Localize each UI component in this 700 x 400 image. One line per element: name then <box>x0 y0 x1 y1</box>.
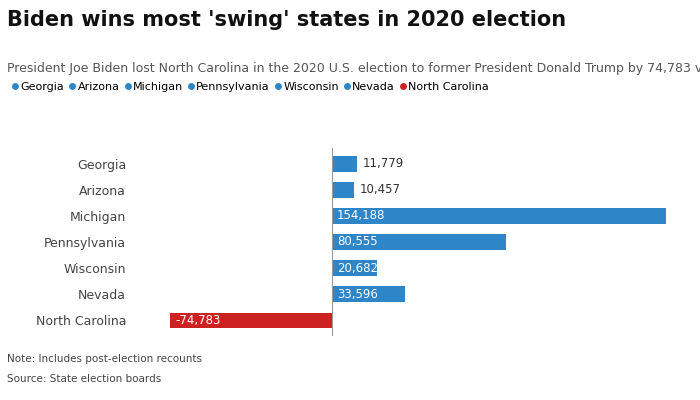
Text: 10,457: 10,457 <box>360 183 401 196</box>
Text: Source: State election boards: Source: State election boards <box>7 374 161 384</box>
Text: 11,779: 11,779 <box>363 157 404 170</box>
Text: Note: Includes post-election recounts: Note: Includes post-election recounts <box>7 354 202 364</box>
Text: 20,682: 20,682 <box>337 262 378 275</box>
Text: Biden wins most 'swing' states in 2020 election: Biden wins most 'swing' states in 2020 e… <box>7 10 566 30</box>
Bar <box>332 260 377 276</box>
Bar <box>332 208 666 224</box>
Bar <box>332 156 357 172</box>
Bar <box>332 182 354 198</box>
Legend: Georgia, Arizona, Michigan, Pennsylvania, Wisconsin, Nevada, North Carolina: Georgia, Arizona, Michigan, Pennsylvania… <box>13 82 489 92</box>
Bar <box>332 234 506 250</box>
Bar <box>169 312 332 328</box>
Text: -74,783: -74,783 <box>175 314 220 327</box>
Text: 33,596: 33,596 <box>337 288 378 301</box>
Text: 154,188: 154,188 <box>337 209 386 222</box>
Text: 80,555: 80,555 <box>337 236 378 248</box>
Text: President Joe Biden lost North Carolina in the 2020 U.S. election to former Pres: President Joe Biden lost North Carolina … <box>7 62 700 75</box>
Bar <box>332 286 405 302</box>
